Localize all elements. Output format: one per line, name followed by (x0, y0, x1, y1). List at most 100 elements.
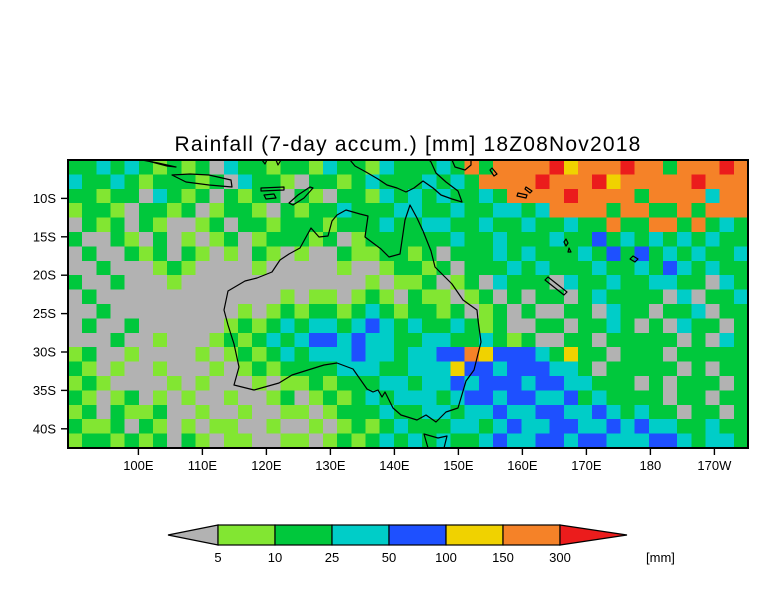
rain-cell (705, 390, 721, 406)
rain-cell (408, 318, 423, 334)
rain-cell (478, 160, 494, 175)
rain-cell (592, 160, 607, 175)
rain-cell (478, 203, 494, 219)
rain-cell (549, 304, 565, 319)
rain-cell (719, 246, 735, 262)
rain-cell (677, 332, 692, 348)
rain-cell (393, 361, 409, 377)
rain-cell (96, 232, 111, 247)
rain-cell (124, 275, 140, 291)
rain-cell (578, 217, 593, 233)
rain-cell (578, 304, 593, 319)
rain-cell (578, 203, 593, 219)
colorbar-segment (331, 524, 390, 546)
rain-cell (549, 203, 565, 219)
rain-cell (691, 433, 706, 448)
rain-cell (209, 433, 225, 448)
rain-cell (648, 404, 664, 420)
rain-cell (634, 232, 650, 247)
rain-cell (620, 376, 636, 391)
rain-cell (493, 361, 508, 377)
rain-cell (507, 347, 522, 363)
rain-cell (96, 203, 111, 219)
rain-cell (82, 419, 97, 435)
rain-cell (96, 332, 111, 348)
rain-cell (124, 160, 140, 175)
rain-cell (167, 260, 182, 276)
colorbar: 5 10 25 50 100 150 300 [mm] (167, 524, 675, 565)
rain-cell (719, 433, 735, 448)
rain-cell (549, 174, 565, 190)
rain-cell (238, 260, 253, 276)
rain-cell (223, 376, 239, 391)
rain-cell (96, 160, 111, 175)
rain-cell (209, 376, 225, 391)
rain-cell (620, 174, 636, 190)
rain-cell (96, 433, 111, 448)
rain-cell (379, 390, 395, 406)
rain-cell (252, 361, 267, 377)
rain-cell (663, 246, 678, 262)
rain-cell (464, 390, 480, 406)
rain-cell (648, 246, 664, 262)
rain-cell (68, 217, 83, 233)
rain-cell (110, 404, 126, 420)
rain-cell (493, 318, 508, 334)
rain-cell (634, 390, 650, 406)
rain-cell (592, 217, 607, 233)
timor-coastline (288, 186, 314, 206)
rain-cell (365, 361, 381, 377)
rain-cell (252, 174, 267, 190)
rain-cell (563, 275, 579, 291)
rain-cell (82, 289, 97, 305)
rain-cell (124, 217, 140, 233)
rain-cell (337, 332, 352, 348)
rain-cell (365, 160, 381, 175)
rain-cell (365, 203, 381, 219)
rain-cell (507, 376, 522, 391)
rain-cell (365, 347, 381, 363)
rain-cell (393, 404, 409, 420)
rain-cell (365, 318, 381, 334)
rain-cell (733, 188, 748, 204)
rain-cell (578, 347, 593, 363)
rain-cell (110, 318, 126, 334)
y-tick-label: 40S (33, 421, 56, 436)
rain-cell (634, 404, 650, 420)
rain-cell (464, 246, 480, 262)
rain-cell (153, 275, 168, 291)
rain-cell (252, 260, 267, 276)
rain-cell (733, 433, 748, 448)
rain-cell (563, 361, 579, 377)
rain-cell (493, 246, 508, 262)
rain-cell (663, 289, 678, 305)
rain-cell (606, 289, 621, 305)
rain-cell (478, 361, 494, 377)
rain-cell (436, 203, 451, 219)
rain-cell (620, 260, 636, 276)
rain-cell (252, 304, 267, 319)
rain-cell (464, 419, 480, 435)
rain-cell (252, 390, 267, 406)
rain-cell (153, 318, 168, 334)
rain-cell (606, 361, 621, 377)
y-tick-label: 10S (33, 191, 56, 206)
rain-cell (138, 304, 154, 319)
rain-cell (337, 174, 352, 190)
rain-cell (82, 203, 97, 219)
rain-cell (167, 361, 182, 377)
rain-cell (507, 246, 522, 262)
rain-cell (379, 203, 395, 219)
rain-cell (351, 232, 366, 247)
rain-cell (393, 376, 409, 391)
rain-cell (294, 160, 310, 175)
rain-cell (422, 361, 437, 377)
rain-cell (337, 289, 352, 305)
rain-cell (691, 232, 706, 247)
rain-cell (124, 361, 140, 377)
colorbar-unit-label: [mm] (646, 550, 675, 565)
rain-cell (634, 188, 650, 204)
rain-cell (592, 188, 607, 204)
rain-cell (606, 188, 621, 204)
rain-cell (266, 318, 281, 334)
